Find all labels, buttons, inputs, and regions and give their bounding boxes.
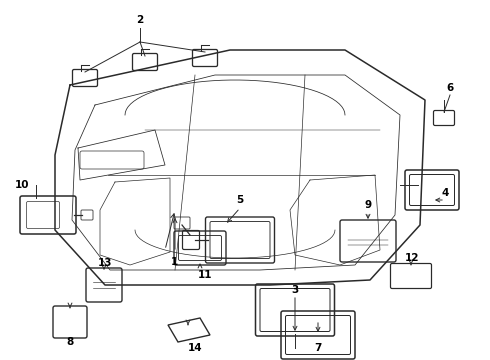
Text: 6: 6 [446,83,454,93]
Text: 4: 4 [441,188,449,198]
Text: 3: 3 [292,285,298,295]
Text: 8: 8 [66,337,74,347]
Text: 9: 9 [365,200,371,210]
Text: 11: 11 [198,270,212,280]
Text: 14: 14 [188,343,202,353]
Text: 5: 5 [236,195,244,205]
Text: 13: 13 [98,258,112,268]
Text: 2: 2 [136,15,144,25]
Text: 1: 1 [171,257,177,267]
Text: 7: 7 [314,343,322,353]
Text: 10: 10 [15,180,29,190]
Text: 12: 12 [405,253,419,263]
